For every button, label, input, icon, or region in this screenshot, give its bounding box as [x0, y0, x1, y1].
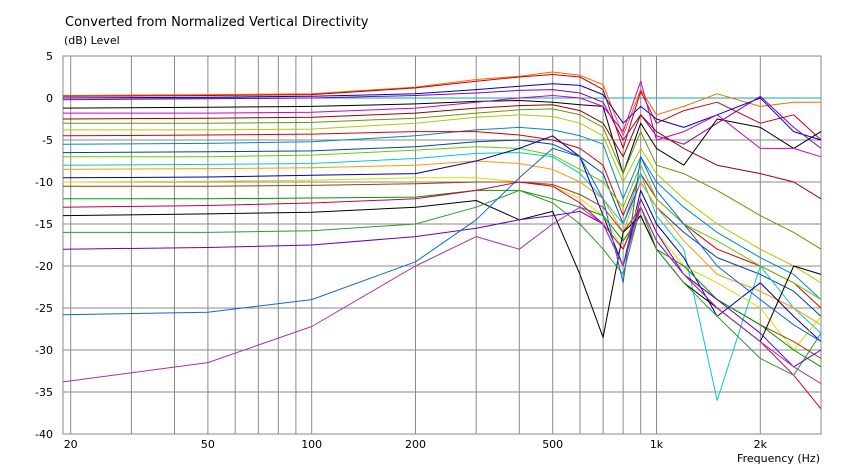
series-line-25: [62, 147, 822, 343]
series-line-4: [62, 83, 822, 141]
x-tick-label: 2k: [754, 438, 768, 451]
y-tick-label: -25: [35, 302, 53, 315]
series-line-14: [63, 146, 822, 301]
series-line-13: [62, 139, 822, 317]
x-axis-label: Frequency (Hz): [737, 452, 820, 465]
series-line-12: [62, 131, 822, 309]
series-line-23: [63, 189, 822, 376]
series-lines: [62, 71, 822, 410]
series-line-8: [62, 104, 822, 200]
x-tick-label: 50: [201, 438, 215, 451]
y-tick-label: -35: [35, 386, 53, 399]
series-line-20: [63, 189, 822, 368]
y-axis-label: (dB) Level: [64, 34, 120, 47]
chart-title: Converted from Normalized Vertical Direc…: [65, 15, 369, 30]
plot-area: [62, 55, 822, 435]
y-tick-label: -5: [42, 134, 53, 147]
series-line-2: [62, 71, 821, 137]
series-line-9: [63, 108, 822, 250]
x-tick-label: 100: [301, 438, 322, 451]
series-line-7: [63, 80, 822, 158]
y-tick-label: -15: [35, 218, 53, 231]
x-tick-label: 20: [64, 438, 78, 451]
y-tick-label: 5: [46, 50, 53, 63]
x-tick-label: 1k: [650, 438, 664, 451]
y-tick-label: -30: [35, 344, 53, 357]
x-tick-label: 200: [405, 438, 426, 451]
y-tick-label: 0: [46, 92, 53, 105]
y-tick-label: -10: [35, 176, 53, 189]
x-tick-labels: 20 50 100 200 500 1k 2k: [64, 438, 768, 451]
x-tick-label: 500: [542, 438, 563, 451]
series-line-26: [62, 206, 822, 385]
grid: [63, 55, 822, 435]
y-tick-label: -20: [35, 260, 53, 273]
series-line-11: [62, 126, 822, 300]
y-tick-labels: 5 0 -5 -10 -15 -20 -25 -30 -35 -40: [35, 50, 53, 441]
series-line-5: [62, 89, 822, 149]
y-tick-label: -40: [35, 428, 53, 441]
series-line-10: [63, 114, 822, 284]
